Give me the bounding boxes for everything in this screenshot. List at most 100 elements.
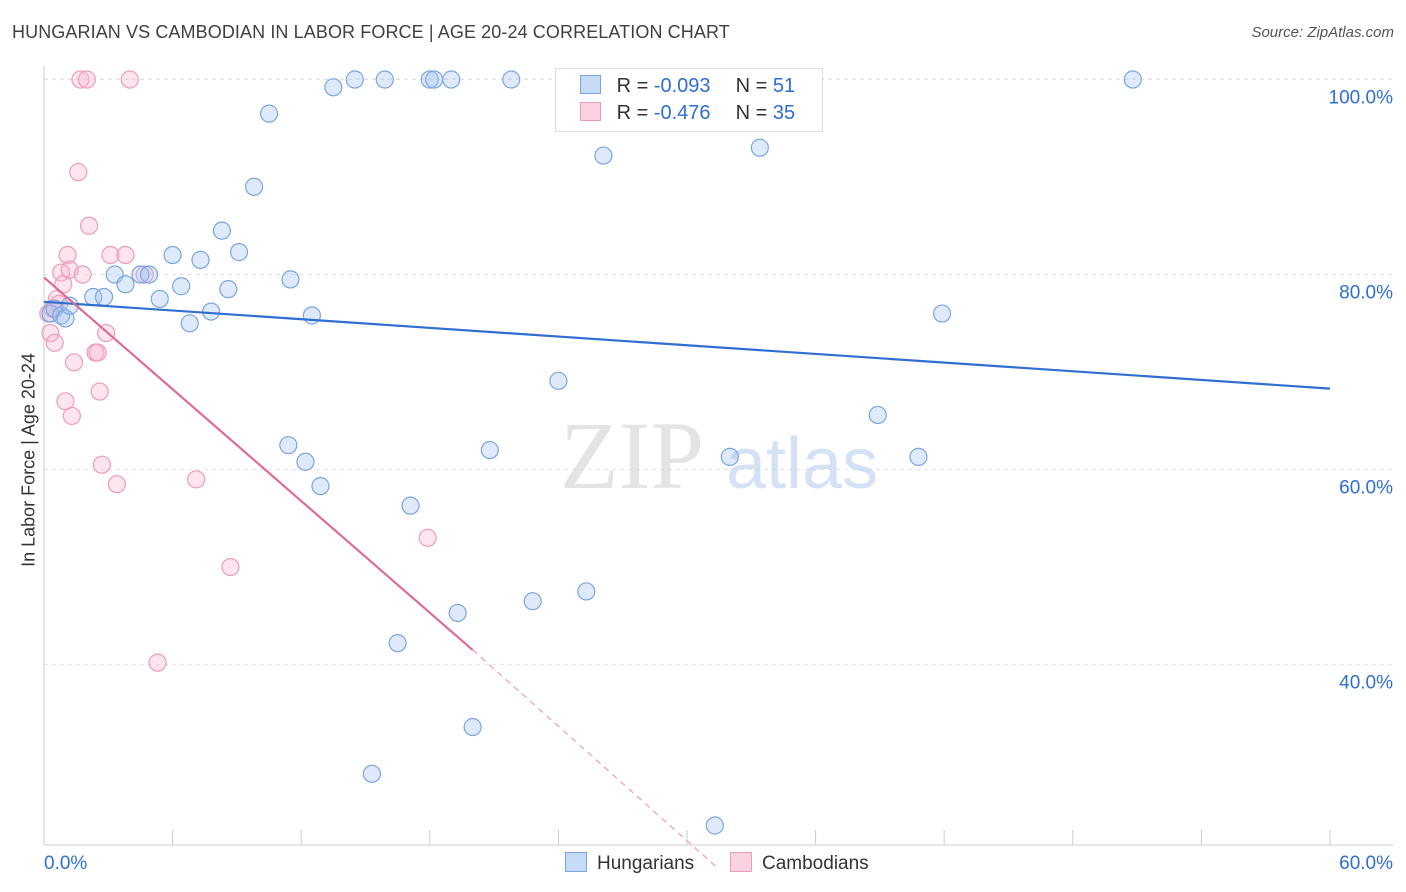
- y-tick-label: 40.0%: [1339, 673, 1393, 694]
- cambodian-point: [187, 470, 206, 489]
- x-tick-label: 0.0%: [44, 853, 87, 874]
- cambodian-point: [41, 323, 60, 343]
- hungarian-point: [191, 250, 210, 270]
- hungarian-point: [150, 289, 169, 309]
- hungarian-point: [219, 280, 238, 299]
- hungarian-point: [259, 104, 279, 123]
- hungarian-point: [172, 277, 191, 296]
- hungarian-point: [480, 440, 499, 460]
- hungarian-point: [324, 78, 343, 97]
- cambodian-point: [58, 245, 77, 265]
- hungarian-point: [932, 304, 952, 323]
- y-tick-label: 60.0%: [1339, 478, 1393, 499]
- bottom-legend-swatch-blue: [565, 852, 587, 872]
- legend-swatch-blue: [580, 75, 601, 94]
- hungarian-point: [345, 70, 364, 89]
- hungarian-point: [244, 177, 264, 196]
- hungarian-point: [705, 816, 724, 835]
- legend-swatch-pink: [580, 102, 601, 121]
- hungarians-trend-line: [43, 300, 1331, 390]
- cambodian-point: [62, 406, 81, 426]
- legend-row-hungarians: R = -0.093 N = 51: [580, 75, 795, 99]
- hungarian-point: [442, 70, 461, 89]
- legend-row-cambodians: R = -0.476 N = 35: [580, 102, 795, 126]
- cambodian-point: [92, 455, 111, 474]
- hungarian-point: [212, 221, 231, 240]
- grid-lines: [44, 78, 1393, 666]
- watermark-atlas: atlas: [726, 424, 878, 504]
- hungarian-point: [1123, 70, 1142, 89]
- legend-n-value: 35: [772, 102, 796, 124]
- hungarian-point: [549, 371, 568, 390]
- watermark-zip: ZIP: [560, 402, 704, 509]
- correlation-legend: R = -0.093 N = 51 R = -0.476 N = 35: [555, 68, 823, 132]
- hungarian-point: [577, 582, 596, 601]
- legend-r-label: R =: [616, 75, 649, 97]
- hungarian-point: [311, 477, 330, 496]
- hungarian-point: [424, 70, 444, 89]
- cambodian-point: [107, 475, 126, 494]
- cambodian-point: [418, 528, 437, 547]
- cambodian-point: [77, 70, 96, 89]
- hungarian-point: [401, 496, 420, 515]
- hungarian-point: [60, 296, 79, 315]
- cambodian-point: [88, 343, 107, 362]
- trend-lines: [43, 276, 1331, 870]
- cambodians-points: [39, 70, 437, 672]
- hungarian-point: [139, 265, 159, 284]
- hungarian-point: [594, 146, 613, 165]
- y-tick-labels: 40.0% 60.0% 80.0% 100.0%: [1329, 88, 1394, 694]
- bottom-legend-label: Cambodians: [762, 853, 869, 874]
- legend-r-value: -0.093: [653, 75, 711, 97]
- bottom-legend-hungarians: Hungarians: [565, 852, 694, 875]
- hungarian-point: [202, 302, 221, 321]
- chart-title: HUNGARIAN VS CAMBODIAN IN LABOR FORCE | …: [12, 22, 730, 42]
- cambodian-point: [73, 265, 92, 284]
- hungarian-point: [116, 275, 135, 294]
- hungarian-point: [180, 314, 199, 333]
- cambodian-point: [79, 216, 99, 235]
- hungarian-point: [281, 270, 300, 289]
- cambodian-point: [64, 353, 84, 372]
- legend-n-value: 51: [772, 75, 796, 97]
- hungarian-point: [279, 436, 298, 455]
- cambodian-point: [148, 653, 167, 672]
- hungarian-point: [163, 245, 182, 265]
- source-label: Source: ZipAtlas.com: [1251, 24, 1394, 41]
- cambodian-point: [69, 163, 88, 182]
- y-tick-label: 100.0%: [1329, 88, 1394, 109]
- x-tick-label: 60.0%: [1339, 853, 1393, 874]
- legend-n-label: N =: [735, 75, 768, 97]
- hungarian-point: [448, 603, 467, 623]
- cambodian-point: [120, 70, 139, 89]
- x-tick-labels: 0.0% 60.0%: [44, 853, 1393, 874]
- cambodian-point: [221, 557, 240, 577]
- hungarian-point: [463, 717, 482, 737]
- hungarian-point: [868, 405, 887, 425]
- hungarian-point: [750, 138, 769, 157]
- cambodian-point: [101, 245, 120, 265]
- hungarian-point: [720, 447, 739, 466]
- y-tick-label: 80.0%: [1339, 283, 1393, 304]
- hungarian-point: [94, 287, 114, 307]
- hungarian-point: [296, 452, 315, 471]
- hungarian-point: [302, 306, 322, 325]
- hungarian-point: [362, 764, 382, 783]
- cambodian-point: [71, 70, 90, 89]
- cambodians-trend-extension: [472, 649, 720, 870]
- bottom-legend-label: Hungarians: [597, 853, 695, 874]
- legend-n-label: N =: [735, 102, 768, 124]
- cambodian-point: [116, 245, 135, 265]
- hungarian-point: [375, 70, 394, 89]
- watermark: ZIP atlas: [560, 402, 878, 509]
- hungarian-point: [523, 592, 542, 611]
- cambodian-point: [90, 382, 109, 401]
- hungarian-point: [909, 447, 928, 466]
- cambodian-point: [135, 265, 154, 284]
- cambodians-trend-line: [43, 276, 474, 651]
- hungarian-point: [420, 70, 439, 89]
- bottom-legend-swatch-pink: [730, 852, 752, 872]
- hungarian-point: [388, 634, 407, 653]
- hungarian-point: [502, 70, 521, 89]
